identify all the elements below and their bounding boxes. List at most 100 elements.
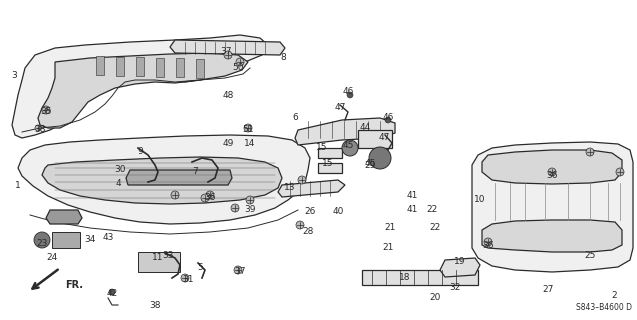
Text: 35: 35	[40, 108, 52, 116]
Circle shape	[35, 125, 41, 131]
Text: 3: 3	[11, 70, 17, 79]
Text: 47: 47	[334, 103, 346, 113]
Circle shape	[244, 124, 252, 132]
Circle shape	[181, 274, 189, 282]
Text: 38: 38	[149, 301, 161, 310]
Circle shape	[206, 191, 214, 199]
Text: 30: 30	[114, 165, 125, 174]
Text: 48: 48	[222, 91, 234, 100]
Text: 18: 18	[399, 274, 411, 283]
Text: 43: 43	[103, 234, 113, 243]
Polygon shape	[38, 53, 248, 128]
Text: 46: 46	[342, 87, 354, 97]
Circle shape	[347, 92, 353, 98]
Circle shape	[42, 106, 50, 114]
Text: 4: 4	[115, 179, 121, 188]
Polygon shape	[278, 180, 345, 197]
Circle shape	[484, 238, 492, 246]
Text: 46: 46	[382, 114, 394, 123]
Polygon shape	[472, 142, 633, 272]
Text: 33: 33	[162, 251, 174, 260]
Text: 31: 31	[182, 276, 194, 284]
Text: 25: 25	[584, 251, 596, 260]
Text: S843–B4600 D: S843–B4600 D	[576, 303, 632, 312]
Text: 23: 23	[36, 239, 48, 249]
Polygon shape	[138, 252, 180, 272]
Text: 5: 5	[197, 263, 203, 273]
Polygon shape	[482, 150, 622, 184]
Circle shape	[296, 221, 304, 229]
Text: 15: 15	[322, 158, 334, 167]
Polygon shape	[170, 40, 285, 55]
Text: 38: 38	[34, 125, 46, 134]
Polygon shape	[176, 58, 184, 77]
Polygon shape	[12, 35, 268, 138]
Circle shape	[586, 148, 594, 156]
Text: 36: 36	[204, 193, 216, 202]
Text: 51: 51	[242, 125, 254, 134]
Text: 15: 15	[316, 143, 328, 153]
Polygon shape	[440, 258, 480, 277]
Text: 40: 40	[333, 207, 344, 217]
Text: 9: 9	[137, 148, 143, 156]
Text: 1: 1	[15, 180, 21, 189]
Text: 13: 13	[284, 183, 296, 193]
Circle shape	[231, 204, 239, 212]
Text: 44: 44	[359, 123, 371, 132]
Text: 36: 36	[482, 241, 494, 250]
Polygon shape	[116, 57, 124, 76]
Text: 32: 32	[449, 284, 461, 292]
Circle shape	[34, 232, 50, 248]
Polygon shape	[156, 58, 164, 76]
Polygon shape	[18, 135, 310, 224]
Polygon shape	[52, 232, 80, 248]
Text: 28: 28	[303, 228, 313, 236]
Circle shape	[369, 147, 391, 169]
Circle shape	[171, 191, 179, 199]
Text: 42: 42	[106, 290, 118, 299]
Text: 36: 36	[547, 171, 558, 180]
Text: 26: 26	[304, 207, 316, 217]
Polygon shape	[46, 210, 82, 224]
Circle shape	[234, 266, 242, 274]
Text: 47: 47	[378, 133, 390, 142]
Text: 10: 10	[475, 196, 486, 204]
Text: 6: 6	[292, 114, 298, 123]
Polygon shape	[96, 56, 104, 75]
Text: 24: 24	[47, 253, 57, 262]
Circle shape	[548, 168, 556, 176]
Circle shape	[385, 117, 391, 123]
Polygon shape	[318, 163, 342, 173]
Circle shape	[224, 51, 232, 59]
Circle shape	[616, 168, 624, 176]
Text: 7: 7	[192, 167, 198, 177]
Circle shape	[342, 140, 358, 156]
Text: 20: 20	[429, 293, 441, 302]
Polygon shape	[136, 57, 144, 76]
Text: 19: 19	[454, 258, 466, 267]
Text: 14: 14	[245, 139, 255, 148]
Text: 11: 11	[152, 253, 164, 262]
Circle shape	[246, 196, 254, 204]
Text: 49: 49	[222, 139, 234, 148]
Text: 45: 45	[364, 158, 376, 167]
Circle shape	[236, 58, 244, 66]
Polygon shape	[295, 118, 395, 145]
Text: 21: 21	[382, 244, 394, 252]
Text: FR.: FR.	[65, 280, 83, 290]
Polygon shape	[126, 170, 232, 185]
Polygon shape	[318, 148, 342, 158]
Text: 21: 21	[384, 223, 396, 233]
Circle shape	[298, 176, 306, 184]
Text: 2: 2	[611, 291, 617, 300]
Text: 39: 39	[244, 205, 255, 214]
Polygon shape	[42, 157, 282, 204]
Text: 22: 22	[426, 205, 438, 214]
Circle shape	[109, 289, 115, 295]
Text: 29: 29	[364, 161, 376, 170]
Polygon shape	[358, 130, 392, 148]
Text: 37: 37	[234, 268, 246, 276]
Polygon shape	[362, 270, 478, 285]
Text: 37: 37	[220, 47, 232, 57]
Text: 8: 8	[280, 52, 286, 61]
